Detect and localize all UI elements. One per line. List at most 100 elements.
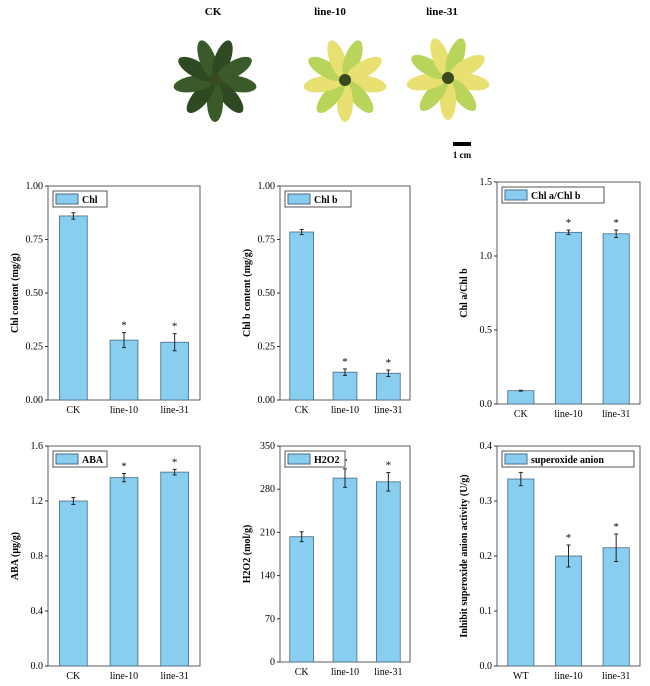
significance-mark: * — [121, 320, 127, 332]
legend-label: superoxide anion — [531, 455, 604, 466]
y-tick-label: 0.3 — [480, 496, 493, 507]
significance-mark: * — [386, 460, 392, 472]
y-tick-label: 0.0 — [480, 399, 493, 410]
y-tick-label: 70 — [265, 614, 275, 625]
bar — [160, 471, 190, 667]
y-axis-label: Chl a/Chl b — [459, 268, 470, 318]
x-tick-label: line-10 — [110, 671, 138, 682]
x-tick-label: line-10 — [554, 671, 582, 682]
x-tick-label: line-31 — [161, 671, 189, 682]
x-tick-label: line-31 — [374, 667, 402, 678]
chart-1: 0.00 0.25 0.50 0.75 1.00 CK * line-10 * line-31 Ch… — [10, 181, 201, 416]
x-tick-label: line-10 — [110, 405, 138, 416]
y-axis-label: Inhibit superoxide anion activity (U/g) — [459, 474, 470, 637]
significance-mark: * — [121, 461, 127, 473]
legend-box — [501, 450, 635, 468]
leaf — [342, 40, 363, 79]
bar — [554, 231, 583, 405]
y-tick-label: 0.8 — [31, 551, 44, 562]
y-tick-label: 0.5 — [480, 325, 493, 336]
significance-mark: * — [613, 521, 619, 533]
leaf — [308, 56, 344, 82]
y-tick-label: 0.00 — [26, 395, 44, 406]
x-tick-label: line-31 — [602, 409, 630, 420]
legend-label: Chl — [82, 195, 98, 206]
y-tick-label: 0.25 — [258, 342, 276, 353]
y-tick-label: 1.00 — [26, 181, 44, 192]
plant-line-31 — [406, 38, 490, 120]
leaf — [178, 56, 214, 82]
y-tick-label: 0.75 — [258, 235, 276, 246]
y-tick-label: 0.50 — [258, 288, 276, 299]
bar — [332, 477, 358, 663]
rosette-center — [339, 74, 351, 86]
y-tick-label: 0.75 — [26, 235, 44, 246]
x-tick-label: WT — [513, 671, 529, 682]
leaf — [216, 56, 252, 82]
y-tick-label: 0 — [270, 657, 275, 668]
y-axis-label: Chl b content (mg/g) — [242, 249, 253, 337]
y-tick-label: 0.4 — [480, 441, 493, 452]
bar — [332, 371, 358, 401]
bar — [160, 341, 190, 401]
y-tick-label: 280 — [260, 484, 275, 495]
legend-swatch — [55, 193, 79, 205]
bar — [289, 536, 314, 663]
photo-label-line-10: line-10 — [314, 6, 346, 18]
x-tick-label: CK — [514, 409, 529, 420]
bar — [507, 478, 535, 667]
y-tick-label: 0.1 — [480, 606, 493, 617]
bar — [602, 547, 630, 667]
bar — [602, 233, 630, 405]
y-tick-label: 140 — [260, 571, 275, 582]
chart-2: 0.00 0.25 0.50 0.75 1.00 CK * line-10 * line-31 Ch… — [242, 181, 411, 416]
y-tick-label: 0.25 — [26, 342, 44, 353]
y-tick-label: 0.4 — [31, 606, 44, 617]
leaf — [411, 54, 447, 80]
y-tick-label: 0.0 — [480, 661, 493, 672]
significance-mark: * — [566, 217, 572, 229]
photo-label-ck: CK — [204, 6, 222, 18]
y-tick-label: 350 — [260, 441, 275, 452]
legend-label: Chl a/Chl b — [531, 191, 581, 202]
y-tick-label: 1.2 — [31, 496, 44, 507]
legend-swatch — [55, 453, 79, 465]
significance-mark: * — [566, 532, 572, 544]
legend-label: ABA — [82, 455, 104, 466]
leaf — [445, 38, 466, 77]
photo-label-line-31: line-31 — [426, 6, 458, 18]
legend-swatch — [287, 453, 311, 465]
bar — [289, 231, 314, 401]
leaf — [316, 80, 346, 114]
chart-3: 0.0 0.5 1.0 1.5 CK * line-10 * line-31 Chl a/Chl … — [459, 177, 641, 420]
y-tick-label: 1.00 — [258, 181, 276, 192]
legend-swatch — [504, 453, 528, 465]
y-axis-label: H2O2 (mol/g) — [242, 525, 253, 584]
y-tick-label: 0.0 — [31, 661, 44, 672]
scale-bar — [453, 142, 471, 146]
significance-mark: * — [172, 321, 178, 333]
y-tick-label: 210 — [260, 527, 275, 538]
significance-mark: * — [386, 357, 392, 369]
leaf — [419, 78, 449, 112]
x-tick-label: line-10 — [331, 667, 359, 678]
plant-ck — [173, 40, 257, 122]
bar — [59, 215, 88, 401]
x-tick-label: line-31 — [161, 405, 189, 416]
x-tick-label: CK — [295, 405, 310, 416]
legend-swatch — [504, 189, 528, 201]
rosette-center — [442, 72, 454, 84]
y-axis-label: Chl content (mg/g) — [10, 253, 21, 333]
significance-mark: * — [613, 217, 619, 229]
x-tick-label: CK — [66, 671, 81, 682]
leaf — [344, 80, 374, 114]
y-tick-label: 1.0 — [480, 251, 493, 262]
plant-photos — [173, 38, 490, 146]
bar — [109, 339, 139, 401]
x-tick-label: line-31 — [374, 405, 402, 416]
bar — [109, 477, 139, 667]
y-tick-label: 0.50 — [26, 288, 44, 299]
